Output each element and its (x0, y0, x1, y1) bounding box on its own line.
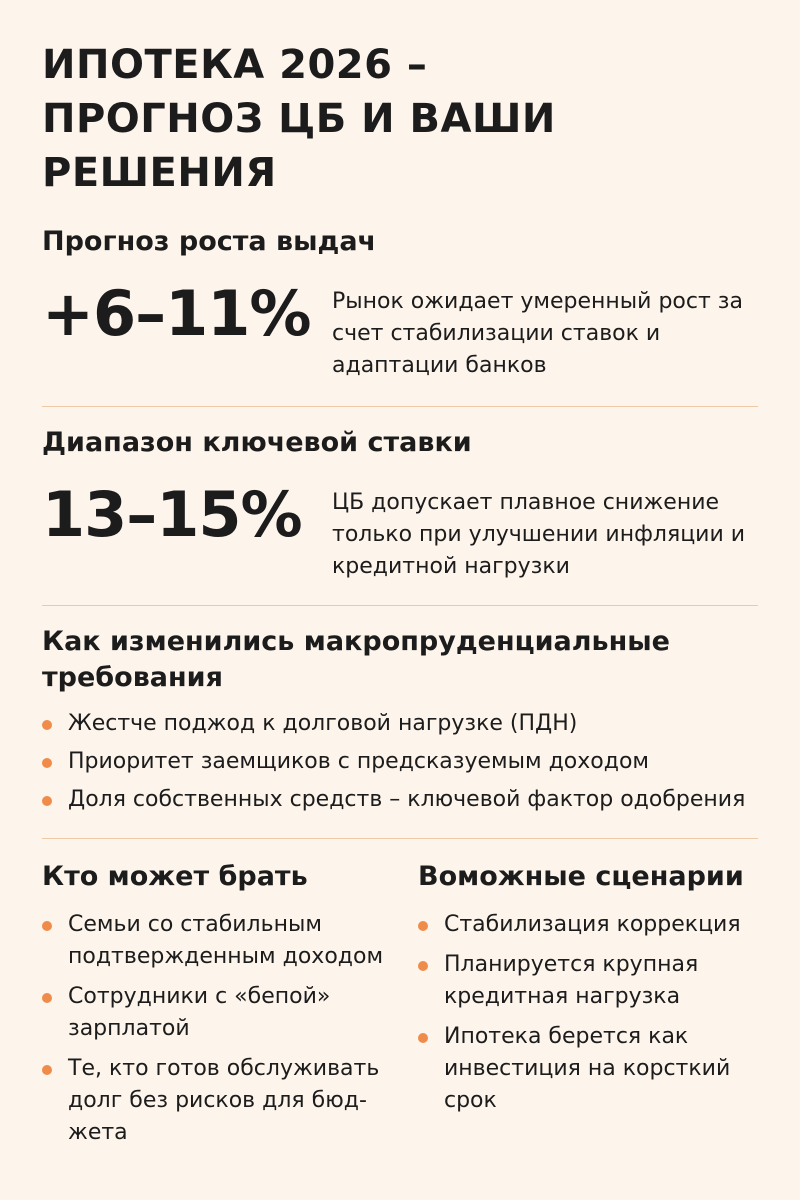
scenarios-heading: Воможные сценарии (418, 861, 744, 892)
requirements-heading: Как изменились макропруденциальные требо… (42, 626, 670, 693)
who-can-borrow-section: Кто может брать Семьи со стабильным подт… (42, 859, 418, 1149)
list-item-text: Сотрудники с «бепой» зарплатой (68, 984, 331, 1041)
list-item: Жестче поджод к долговой нагрузке (ПДН) (42, 708, 758, 740)
bullet-dot-icon (42, 796, 52, 806)
bullet-dot-icon (418, 961, 428, 971)
key-rate-heading: Диапазон ключевой ставки (42, 427, 472, 458)
list-item: Доля собственных средств – ключевой факт… (42, 784, 758, 816)
list-item: Те, кто готов обслуживать долг без риско… (42, 1053, 418, 1149)
bullet-dot-icon (42, 993, 52, 1003)
list-item: Сотрудники с «бепой» зарплатой (42, 981, 418, 1045)
list-item-text: Жестче поджод к долговой нагрузке (ПДН) (68, 711, 578, 736)
key-rate-section: Диапазон ключевой ставки 13–15% ЦБ допус… (42, 425, 758, 583)
list-item: Семьи со стабильным подтвержденным доход… (42, 909, 418, 973)
requirements-section: Как изменились макропруденциальные требо… (42, 624, 758, 816)
requirements-list: Жестче поджод к долговой нагрузке (ПДН) … (42, 708, 758, 816)
divider (42, 838, 758, 839)
list-item: Ипотека берется как инвестиция на корстк… (418, 1021, 758, 1117)
growth-description: Рынок ожидает умеренный рост за счет ста… (332, 289, 743, 378)
divider (42, 406, 758, 407)
list-item-text: Ипотека берется как инвестиция на корстк… (444, 1024, 731, 1113)
two-column-section: Кто может брать Семьи со стабильным подт… (42, 859, 758, 1149)
list-item: Приоритет заемщиков с предсказуемым дохо… (42, 746, 758, 778)
list-item-text: Те, кто готов обслуживать долг без риско… (68, 1056, 380, 1145)
bullet-dot-icon (42, 1065, 52, 1075)
page-title: ИПОТЕКА 2026 – ПРОГНОЗ ЦБ И ВАШИ РЕШЕНИЯ (42, 38, 758, 200)
key-rate-description: ЦБ допускает плавное снижение только при… (332, 490, 746, 579)
list-item-text: Доля собственных средств – ключевой факт… (68, 787, 746, 812)
bullet-dot-icon (42, 921, 52, 931)
key-rate-stat-row: 13–15% ЦБ допускает плавное снижение тол… (42, 479, 758, 583)
growth-stat-row: +6–11% Рынок ожидает умеренный рост за с… (42, 278, 758, 382)
title-line-2: ПРОГНОЗ ЦБ И ВАШИ РЕШЕНИЯ (42, 96, 556, 196)
key-rate-value: 13–15% (42, 478, 303, 551)
bullet-dot-icon (42, 758, 52, 768)
scenarios-section: Воможные сценарии Стабилизация коррекция… (418, 859, 758, 1149)
list-item-text: Планируется крупная кредитная нагрузка (444, 952, 699, 1009)
who-can-borrow-heading: Кто может брать (42, 861, 308, 892)
growth-forecast-section: Прогноз роста выдач +6–11% Рынок ожидает… (42, 224, 758, 382)
bullet-dot-icon (42, 720, 52, 730)
list-item-text: Стабилизация коррекция (444, 912, 741, 937)
list-item-text: Семьи со стабильным подтвержденным доход… (68, 912, 384, 969)
growth-value: +6–11% (42, 277, 312, 350)
title-line-1: ИПОТЕКА 2026 – (42, 42, 428, 88)
list-item: Планируется крупная кредитная нагрузка (418, 949, 758, 1013)
divider (42, 605, 758, 606)
who-can-borrow-list: Семьи со стабильным подтвержденным доход… (42, 909, 418, 1149)
growth-forecast-heading: Прогноз роста выдач (42, 226, 377, 257)
list-item: Стабилизация коррекция (418, 909, 758, 941)
bullet-dot-icon (418, 1033, 428, 1043)
scenarios-list: Стабилизация коррекция Планируется крупн… (418, 909, 758, 1117)
infographic: ИПОТЕКА 2026 – ПРОГНОЗ ЦБ И ВАШИ РЕШЕНИЯ… (42, 38, 758, 1149)
list-item-text: Приоритет заемщиков с предсказуемым дохо… (68, 749, 650, 774)
bullet-dot-icon (418, 921, 428, 931)
